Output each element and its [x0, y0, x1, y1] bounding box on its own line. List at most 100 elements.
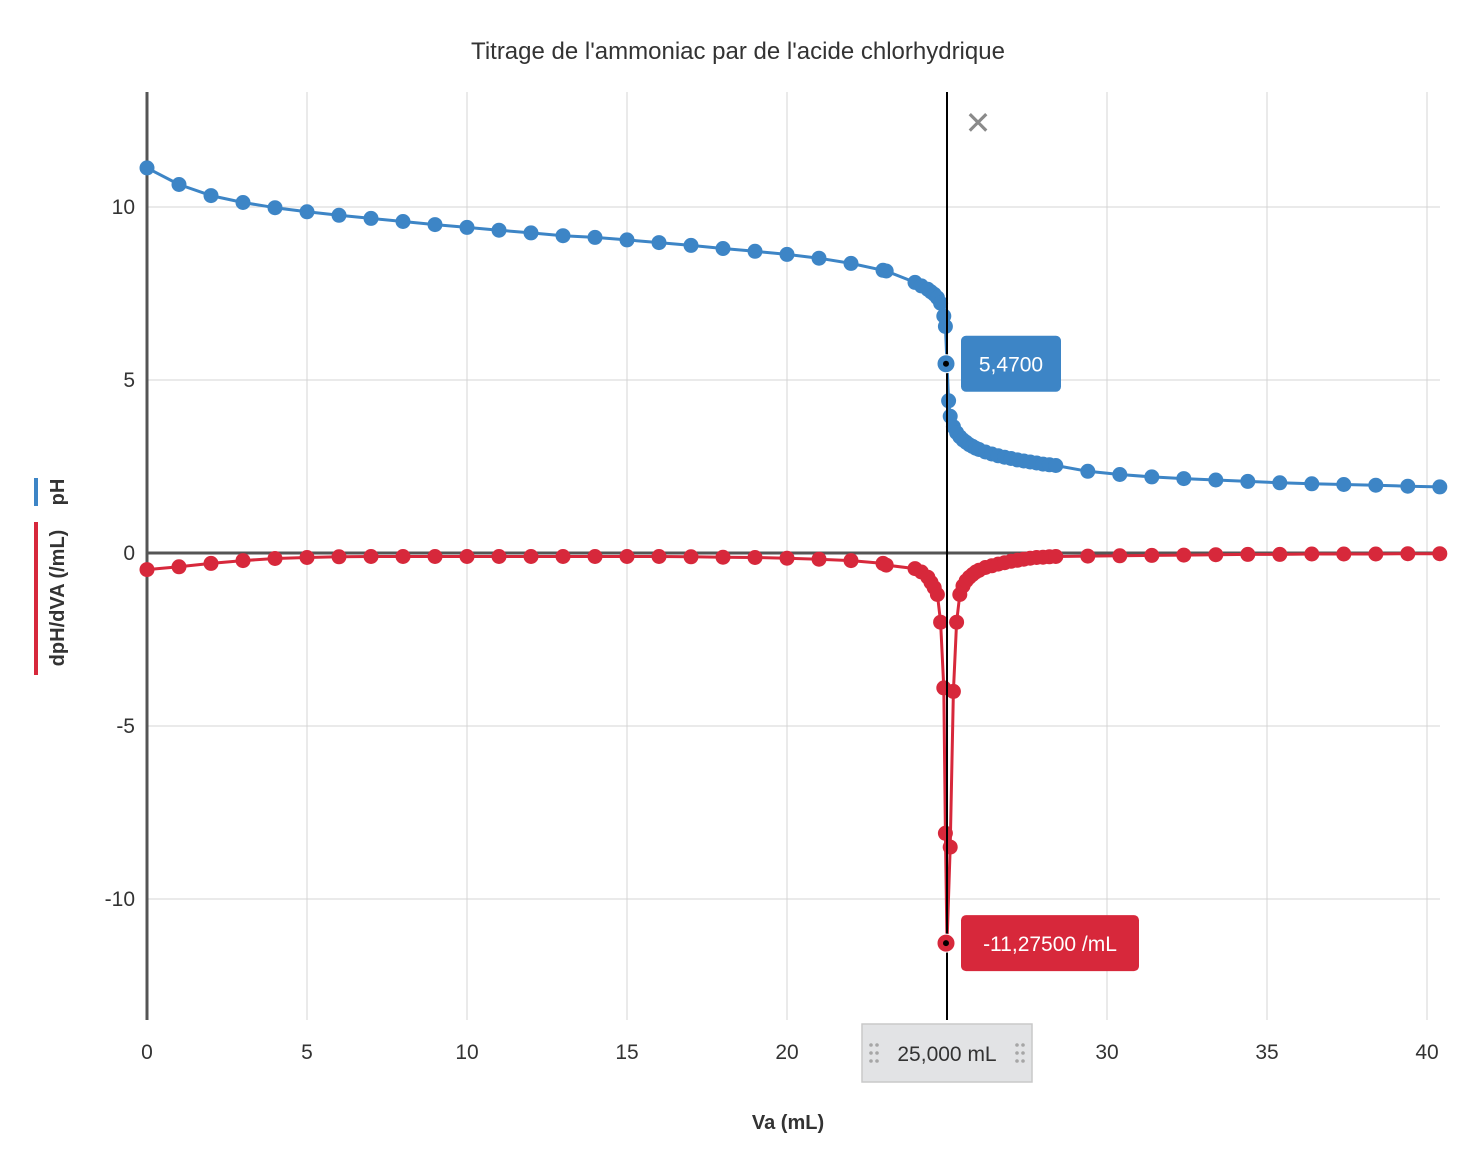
ph-point [715, 241, 731, 256]
derivative-point [459, 549, 475, 564]
derivative-point [843, 553, 859, 569]
ph-value-badge [961, 335, 1061, 392]
x-tick-label: 10 [455, 1041, 478, 1064]
derivative-point [523, 549, 539, 564]
grip-left-icon [869, 1043, 873, 1047]
derivative-point [619, 549, 635, 564]
derivative-point [235, 553, 251, 569]
ph-point [651, 235, 667, 251]
derivative-point [1432, 546, 1448, 562]
grip-left-icon [869, 1051, 873, 1055]
y-tick-label: -5 [116, 715, 135, 738]
derivative-point [331, 549, 347, 565]
ph-point [747, 243, 763, 259]
cursor-derivative-marker-dot [943, 940, 949, 947]
derivative-series [139, 546, 1448, 951]
chart-title: Titrage de l'ammoniac par de l'acide chl… [471, 38, 1005, 65]
grip-right-icon [1021, 1051, 1025, 1055]
grip-right-icon [1015, 1051, 1019, 1055]
grip-left-icon [875, 1059, 879, 1063]
derivative-point [1272, 546, 1288, 562]
ph-point [1080, 463, 1096, 479]
ph-point [1304, 476, 1320, 492]
derivative-point [878, 557, 894, 573]
ph-point [1400, 478, 1416, 494]
ph-point [1176, 471, 1192, 487]
derivative-point [945, 683, 961, 699]
ph-point [811, 250, 827, 266]
x-tick-label: 35 [1255, 1041, 1278, 1064]
derivative-point [587, 549, 603, 564]
ph-point [937, 318, 953, 334]
ph-point [843, 255, 859, 271]
cursor-ph-marker-dot [943, 360, 949, 367]
derivative-point [171, 559, 187, 575]
x-tick-label: 0 [141, 1041, 153, 1064]
ph-point [267, 200, 283, 216]
derivative-point [1176, 547, 1192, 563]
derivative-point [942, 839, 958, 855]
derivative-value-badge [961, 915, 1139, 972]
ph-point [1336, 477, 1352, 492]
grip-right-icon [1021, 1059, 1025, 1063]
derivative-point [491, 549, 507, 564]
grip-left-icon [875, 1043, 879, 1047]
derivative-point [683, 549, 699, 565]
x-axis-label: Va (mL) [752, 1112, 824, 1134]
cursor-drag-handle[interactable] [861, 1023, 1033, 1083]
ph-point [523, 225, 539, 241]
derivative-point [779, 550, 795, 566]
ph-point [555, 228, 571, 244]
ph-point [1368, 477, 1384, 493]
ph-point [1240, 473, 1256, 489]
ph-point [779, 246, 795, 262]
ph-point [459, 219, 475, 235]
x-tick-label: 15 [615, 1041, 638, 1064]
x-tick-label: 40 [1415, 1041, 1438, 1064]
grip-right-icon [1015, 1043, 1019, 1047]
ph-point [587, 229, 603, 245]
cursor-x-label: 25,000 mL [897, 1043, 996, 1066]
legend-label-ph: pH [47, 479, 69, 506]
cursor-group[interactable]: ✕ 5,4700 -11,27500 /mL 25,000 mL [861, 92, 1139, 1083]
x-tick-labels: 0 5 10 15 20 30 35 40 [141, 1041, 1439, 1064]
data-series [139, 160, 1448, 951]
ph-point [1048, 458, 1064, 473]
derivative-value-label: -11,27500 /mL [983, 933, 1117, 956]
derivative-point [555, 549, 571, 564]
ph-point [941, 393, 957, 409]
derivative-point [1304, 546, 1320, 562]
y-tick-label: 10 [112, 196, 135, 219]
derivative-point [1048, 549, 1064, 564]
x-tick-label: 20 [775, 1041, 798, 1064]
close-icon[interactable]: ✕ [965, 105, 992, 141]
legend: pH dpH/dVA (/mL) [34, 478, 69, 675]
ph-point [139, 160, 155, 176]
ph-point [619, 232, 635, 248]
derivative-point [427, 549, 443, 564]
ph-point [1272, 475, 1288, 491]
legend-label-derivative: dpH/dVA (/mL) [47, 530, 69, 667]
legend-swatch-ph [34, 478, 38, 506]
derivative-point [1144, 547, 1160, 563]
derivative-point [1336, 546, 1352, 562]
y-tick-label: 5 [123, 369, 135, 392]
derivative-point [267, 551, 283, 566]
derivative-point [651, 549, 667, 564]
derivative-point [1112, 548, 1128, 564]
y-tick-labels: 10 5 0 -5 -10 [105, 196, 135, 911]
derivative-point [1080, 548, 1096, 564]
ph-point [395, 214, 411, 229]
ph-point [235, 195, 251, 210]
derivative-point [1400, 546, 1416, 562]
derivative-point [811, 551, 827, 567]
derivative-point [929, 587, 945, 602]
ph-point [1112, 467, 1128, 482]
grip-left-icon [869, 1059, 873, 1063]
ph-point [427, 217, 443, 233]
derivative-point [933, 614, 949, 630]
derivative-point [1208, 547, 1224, 563]
ph-series [139, 160, 1448, 495]
